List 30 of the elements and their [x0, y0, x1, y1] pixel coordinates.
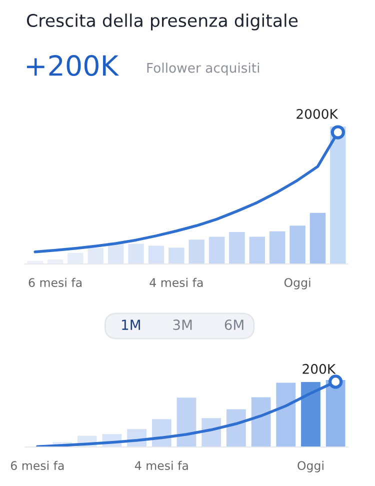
text: 200K	[302, 364, 336, 374]
x-tick-label: 4 mesi fa	[134, 460, 188, 470]
x-tick-label: 6 mesi fa	[28, 278, 82, 288]
bar	[330, 126, 346, 264]
bar	[269, 231, 286, 264]
x-tick-label: Oggi	[284, 278, 310, 290]
bar	[249, 236, 266, 264]
text: 6M	[224, 320, 244, 330]
bar	[301, 382, 320, 447]
bar	[208, 236, 225, 264]
bar	[326, 380, 346, 447]
chart-subtitle: +200K	[26, 55, 120, 76]
bar	[226, 409, 246, 447]
bar	[310, 212, 326, 264]
bar	[168, 248, 184, 264]
bar	[229, 232, 245, 264]
bar	[251, 397, 271, 447]
chart-title: Crescita della presenza digitale	[26, 14, 298, 30]
bar	[176, 398, 196, 447]
text: 2000K	[296, 108, 338, 119]
bar	[148, 246, 164, 264]
text: 3M	[173, 320, 192, 330]
bar	[276, 382, 296, 447]
bar	[188, 240, 204, 264]
text: Follower acquisiti	[147, 62, 259, 76]
x-tick-label: 4 mesi fa	[150, 278, 203, 288]
bar	[290, 226, 306, 264]
x-tick-label: Oggi	[298, 460, 324, 472]
x-tick-label: 6 mesi fa	[10, 460, 64, 470]
text: 1M	[122, 320, 140, 330]
